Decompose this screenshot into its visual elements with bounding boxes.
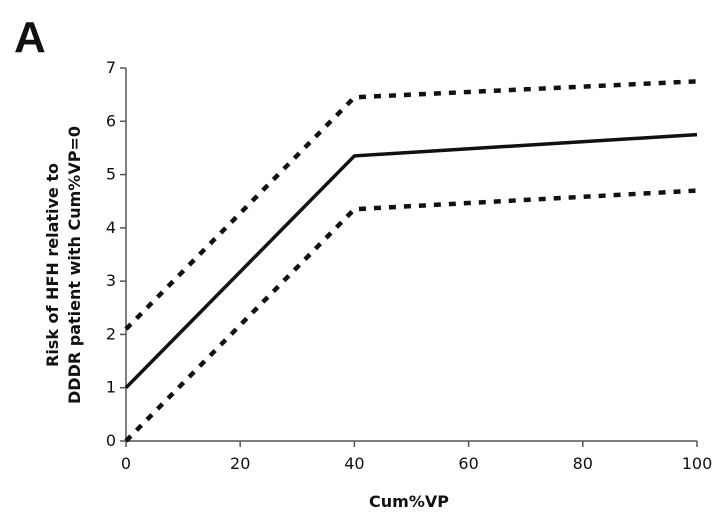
panel-label: A — [14, 13, 46, 62]
x-tick-label: 0 — [121, 454, 131, 473]
estimate-line — [124, 132, 698, 389]
y-axis-title-line-1: Risk of HFH relative to — [43, 163, 62, 367]
y-tick-label: 1 — [106, 378, 116, 397]
x-tick-label: 20 — [230, 454, 250, 473]
y-tick-label: 6 — [106, 111, 116, 130]
y-tick-label: 3 — [106, 271, 116, 290]
y-tick-label: 5 — [106, 165, 116, 184]
plot-area: 0 1 2 3 4 5 6 7 0 20 40 60 80 100 — [106, 58, 712, 473]
upper-ci-line — [124, 79, 698, 331]
y-tick-label: 0 — [106, 431, 116, 450]
x-axis-title: Cum%VP — [369, 492, 449, 511]
y-tick-label: 4 — [106, 218, 116, 237]
y-tick-label: 2 — [106, 324, 116, 343]
x-tick-label: 80 — [573, 454, 593, 473]
x-tick-label: 40 — [344, 454, 364, 473]
x-tick-label: 100 — [682, 454, 713, 473]
y-tick-label: 7 — [106, 58, 116, 77]
x-tick-label: 60 — [458, 454, 478, 473]
y-axis-title: Risk of HFH relative to DDDR patient wit… — [43, 126, 84, 404]
lower-ci-line — [124, 188, 698, 443]
y-axis-title-line-2: DDDR patient with Cum%VP=0 — [65, 126, 84, 404]
